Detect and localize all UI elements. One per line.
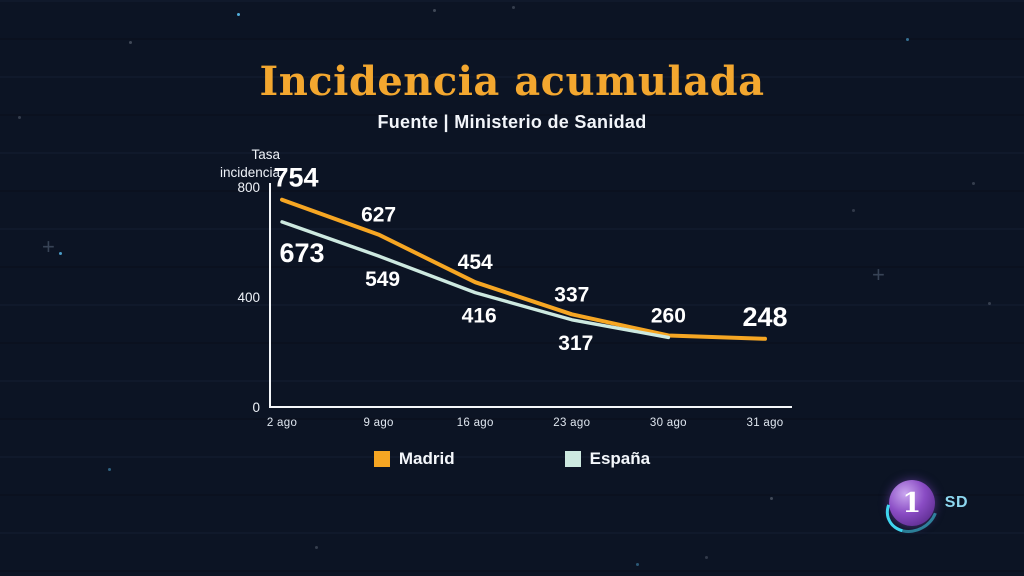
x-tick-label: 23 ago: [553, 417, 590, 429]
y-tick-label: 800: [237, 180, 260, 195]
legend-label-madrid: Madrid: [398, 449, 455, 468]
chart-svg: 0 400 800 2 ago 9 ago 16 ago 23 ago 30 ago 31 ag…: [237, 163, 792, 429]
data-label-madrid: 337: [554, 283, 589, 306]
data-label-madrid: 627: [361, 204, 396, 227]
x-tick-label: 2 ago: [267, 417, 297, 429]
legend-item-madrid: Madrid: [373, 449, 455, 469]
chart-title: Incidencia acumulada: [259, 58, 765, 105]
data-label-espaa: 549: [365, 268, 400, 291]
x-tick-label: 31 ago: [747, 417, 784, 429]
series-line-espaa: [280, 220, 671, 340]
chart-source: Fuente | Ministerio de Sanidad: [377, 112, 647, 132]
channel-branding: 1 SD: [888, 480, 968, 526]
channel-number: 1: [902, 487, 922, 519]
data-label-madrid: 454: [458, 251, 493, 274]
data-label-madrid: 248: [742, 302, 787, 332]
background-stars: [0, 0, 3, 3]
data-label-espaa: 673: [279, 238, 324, 268]
y-axis-label: Tasa incidencia: [219, 147, 280, 181]
chart-legend: Madrid España: [0, 449, 1024, 469]
legend-swatch-espaa: [564, 451, 581, 467]
legend-label-espaa: España: [589, 449, 651, 468]
data-label-madrid: 754: [273, 163, 318, 193]
decor-cross-left: +: [42, 234, 55, 259]
data-label-espaa: 317: [558, 332, 593, 355]
y-tick-label: 0: [252, 400, 260, 415]
data-label-espaa: 416: [462, 305, 497, 328]
x-tick-label: 30 ago: [650, 417, 687, 429]
legend-item-espaa: España: [564, 449, 651, 469]
la1-channel-logo-icon: 1: [888, 480, 935, 526]
legend-swatch-madrid: [373, 451, 390, 467]
sd-quality-badge: SD: [944, 494, 968, 511]
series-line-madrid: [280, 197, 767, 341]
decor-cross-right: +: [872, 262, 885, 287]
x-tick-label: 16 ago: [457, 417, 494, 429]
y-tick-label: 400: [237, 290, 260, 305]
data-label-madrid: 260: [651, 305, 686, 328]
x-tick-label: 9 ago: [363, 417, 393, 429]
